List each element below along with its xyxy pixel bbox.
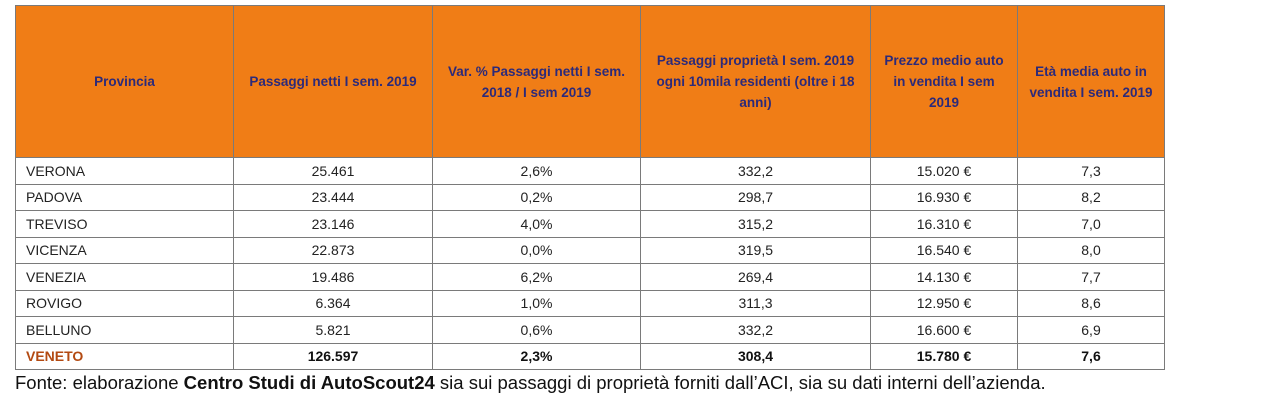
- avg-price-cell: 15.020 €: [870, 157, 1018, 185]
- net-transfers-cell: 19.486: [233, 263, 433, 291]
- province-cell: ROVIGO: [15, 289, 234, 317]
- var-pct-cell: 0,6%: [432, 316, 641, 344]
- province-cell: BELLUNO: [15, 316, 234, 344]
- header-per-10k-residents: Passaggi proprietà I sem. 2019 ogni 10mi…: [640, 5, 871, 158]
- total-net-transfers-cell: 126.597: [233, 342, 433, 370]
- avg-age-cell: 7,7: [1017, 263, 1165, 291]
- table-row: BELLUNO 5.821 0,6% 332,2 16.600 € 6,9: [15, 316, 1165, 344]
- avg-age-cell: 7,3: [1017, 157, 1165, 185]
- total-avg-price-cell: 15.780 €: [870, 342, 1018, 370]
- avg-price-cell: 16.600 €: [870, 316, 1018, 344]
- header-avg-age: Età media auto in vendita I sem. 2019: [1017, 5, 1165, 158]
- avg-price-cell: 16.540 €: [870, 236, 1018, 264]
- table-row: VENEZIA 19.486 6,2% 269,4 14.130 € 7,7: [15, 263, 1165, 291]
- net-transfers-cell: 23.146: [233, 210, 433, 238]
- table-row: PADOVA 23.444 0,2% 298,7 16.930 € 8,2: [15, 183, 1165, 211]
- total-var-pct-cell: 2,3%: [432, 342, 641, 370]
- province-cell: TREVISO: [15, 210, 234, 238]
- avg-price-cell: 16.310 €: [870, 210, 1018, 238]
- net-transfers-cell: 6.364: [233, 289, 433, 317]
- province-cell: VERONA: [15, 157, 234, 185]
- avg-age-cell: 8,6: [1017, 289, 1165, 317]
- per-10k-cell: 332,2: [640, 157, 871, 185]
- var-pct-cell: 1,0%: [432, 289, 641, 317]
- table-row: TREVISO 23.146 4,0% 315,2 16.310 € 7,0: [15, 210, 1165, 238]
- header-province: Provincia: [15, 5, 234, 158]
- header-row: Provincia Passaggi netti I sem. 2019 Var…: [15, 5, 1165, 158]
- per-10k-cell: 332,2: [640, 316, 871, 344]
- per-10k-cell: 315,2: [640, 210, 871, 238]
- table-row: ROVIGO 6.364 1,0% 311,3 12.950 € 8,6: [15, 289, 1165, 317]
- per-10k-cell: 319,5: [640, 236, 871, 264]
- avg-age-cell: 6,9: [1017, 316, 1165, 344]
- net-transfers-cell: 5.821: [233, 316, 433, 344]
- table-row: VICENZA 22.873 0,0% 319,5 16.540 € 8,0: [15, 236, 1165, 264]
- total-per-10k-cell: 308,4: [640, 342, 871, 370]
- var-pct-cell: 4,0%: [432, 210, 641, 238]
- table-row: VERONA 25.461 2,6% 332,2 15.020 € 7,3: [15, 157, 1165, 185]
- stats-table: Provincia Passaggi netti I sem. 2019 Var…: [15, 5, 1165, 370]
- header-avg-price: Prezzo medio auto in vendita I sem 2019: [870, 5, 1018, 158]
- avg-age-cell: 8,2: [1017, 183, 1165, 211]
- net-transfers-cell: 25.461: [233, 157, 433, 185]
- source-suffix: sia sui passaggi di proprietà forniti da…: [434, 372, 1046, 393]
- source-note: Fonte: elaborazione Centro Studi di Auto…: [15, 372, 1265, 394]
- province-cell: VICENZA: [15, 236, 234, 264]
- var-pct-cell: 0,0%: [432, 236, 641, 264]
- avg-price-cell: 16.930 €: [870, 183, 1018, 211]
- total-province-cell: VENETO: [15, 342, 234, 370]
- var-pct-cell: 0,2%: [432, 183, 641, 211]
- var-pct-cell: 2,6%: [432, 157, 641, 185]
- source-prefix: Fonte: elaborazione: [15, 372, 184, 393]
- avg-age-cell: 7,0: [1017, 210, 1165, 238]
- per-10k-cell: 311,3: [640, 289, 871, 317]
- avg-age-cell: 8,0: [1017, 236, 1165, 264]
- avg-price-cell: 14.130 €: [870, 263, 1018, 291]
- province-cell: VENEZIA: [15, 263, 234, 291]
- header-var-pct: Var. % Passaggi netti I sem. 2018 / I se…: [432, 5, 641, 158]
- header-net-transfers: Passaggi netti I sem. 2019: [233, 5, 433, 158]
- total-avg-age-cell: 7,6: [1017, 342, 1165, 370]
- total-row: VENETO 126.597 2,3% 308,4 15.780 € 7,6: [15, 342, 1165, 370]
- province-cell: PADOVA: [15, 183, 234, 211]
- avg-price-cell: 12.950 €: [870, 289, 1018, 317]
- per-10k-cell: 269,4: [640, 263, 871, 291]
- net-transfers-cell: 22.873: [233, 236, 433, 264]
- source-organization: Centro Studi di AutoScout24: [183, 372, 435, 393]
- net-transfers-cell: 23.444: [233, 183, 433, 211]
- per-10k-cell: 298,7: [640, 183, 871, 211]
- var-pct-cell: 6,2%: [432, 263, 641, 291]
